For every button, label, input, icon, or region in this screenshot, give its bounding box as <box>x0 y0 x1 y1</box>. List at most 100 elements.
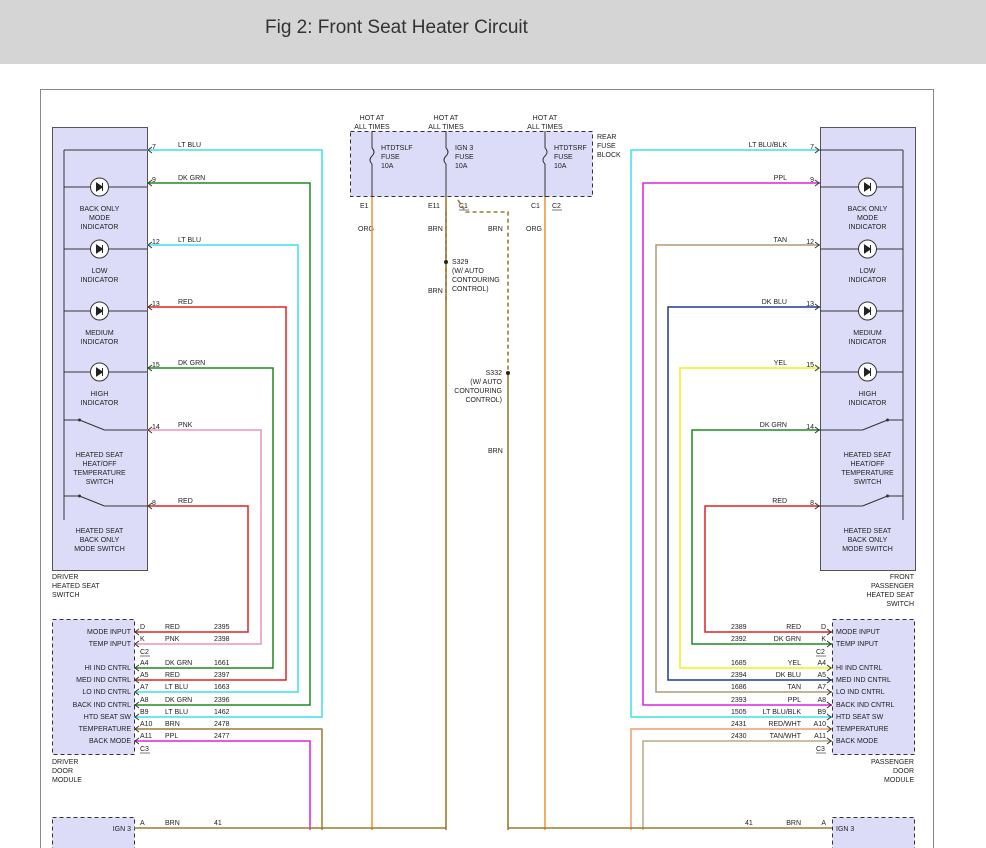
wire <box>667 306 832 681</box>
circuit-number: 1462 <box>214 709 230 716</box>
pin-arrow <box>826 676 832 684</box>
switch-arm <box>862 495 888 507</box>
splice-label: CONTROL) <box>452 286 489 293</box>
module-pin-name: MED IND CNTRL <box>836 677 891 684</box>
wire <box>679 367 832 669</box>
pin-label: A <box>821 820 826 827</box>
pin-label: A5 <box>817 672 826 679</box>
indicator-label: LOW <box>860 268 876 275</box>
module-pin-name: MODE INPUT <box>836 629 881 636</box>
wire <box>691 429 832 645</box>
pin-label: A11 <box>140 733 152 740</box>
circuit-number: 1663 <box>214 684 230 691</box>
pin-arrow <box>814 241 820 249</box>
wire-color-label: LT BLU <box>178 237 201 244</box>
module-pin-name: BACK MODE <box>836 738 878 745</box>
wire-color-label: DK BLU <box>762 299 787 306</box>
wire <box>704 505 832 633</box>
pin-arrow <box>826 640 832 648</box>
wire <box>134 182 311 706</box>
pin-label: A10 <box>814 721 827 728</box>
pin-arrow <box>826 664 832 672</box>
indicator-label: HIGH <box>859 391 877 398</box>
splice-label: CONTROL) <box>465 397 502 404</box>
hot-label: HOT AT <box>533 115 558 122</box>
wire <box>134 740 311 830</box>
pin-label: A5 <box>140 672 149 679</box>
pin-label: 15 <box>152 362 160 369</box>
pin-label: D <box>140 624 145 631</box>
pin-label: 15 <box>806 362 814 369</box>
component-name: DOOR <box>52 768 73 775</box>
wire <box>134 505 249 633</box>
switch-arm <box>862 419 888 431</box>
wire <box>134 244 299 693</box>
module-pin-name: MED IND CNTRL <box>76 677 131 684</box>
module-box <box>52 817 135 848</box>
circuit-number: 1686 <box>731 684 747 691</box>
fuse-label: 10A <box>554 163 567 170</box>
wire-color-label: BRN <box>786 820 801 827</box>
pin-arrow <box>147 241 153 249</box>
pin-arrow <box>826 628 832 636</box>
pin-arrow <box>826 713 832 721</box>
wire-auto-contour <box>457 199 509 373</box>
frame <box>40 89 934 848</box>
wire-color-label: PNK <box>165 636 180 643</box>
wire-color-label: ORG <box>358 226 374 233</box>
pin-label: C1 <box>459 203 468 210</box>
pin-arrow <box>814 426 820 434</box>
wire <box>630 728 832 830</box>
hot-label: ALL TIMES <box>428 124 464 131</box>
pin-label: 8 <box>810 500 814 507</box>
pin-label: C2 <box>552 203 561 210</box>
circuit-number: 2477 <box>214 733 230 740</box>
switch-label: BACK ONLY <box>80 537 120 544</box>
indicator-label: MODE <box>857 215 878 222</box>
pin-arrow <box>826 725 832 733</box>
wire <box>642 740 832 830</box>
switch-box <box>820 127 916 571</box>
pin-label: 12 <box>152 239 160 246</box>
indicator-diode <box>864 244 872 254</box>
module-box <box>832 817 915 848</box>
fuse-label: FUSE <box>455 154 474 161</box>
pin-label: 13 <box>806 301 814 308</box>
pin-label: A8 <box>817 697 826 704</box>
splice-label: (W/ AUTO <box>470 379 502 386</box>
circuit-number: 2396 <box>214 697 230 704</box>
module-pin-name: LO IND CNTRL <box>82 689 131 696</box>
connector-label: C3 <box>816 746 825 753</box>
indicator-diode <box>864 367 872 377</box>
splice <box>506 371 510 375</box>
module-pin-name: IGN 3 <box>836 826 854 833</box>
pin-label: 7 <box>152 144 156 151</box>
pin-label: A <box>140 820 145 827</box>
pin-arrow <box>814 364 820 372</box>
wire-color-label: DK GRN <box>178 360 205 367</box>
circuit-number: 2398 <box>214 636 230 643</box>
pin-label: E11 <box>428 203 440 210</box>
fuse-label: HTDTSRF <box>554 145 587 152</box>
indicator-label: INDICATOR <box>81 224 119 231</box>
component-name: MODULE <box>52 777 82 784</box>
module-pin-name: TEMPERATURE <box>836 726 889 733</box>
connector-label: C2 <box>140 649 149 656</box>
hot-label: ALL TIMES <box>354 124 390 131</box>
switch-label: HEATED SEAT <box>76 452 124 459</box>
circuit-number: 2393 <box>731 697 747 704</box>
circuit-number: 2392 <box>731 636 747 643</box>
wire-color-label: LT BLU <box>165 684 188 691</box>
fuse-label: FUSE <box>554 154 573 161</box>
indicator-diode <box>96 182 104 192</box>
pin-arrow <box>814 179 820 187</box>
wire <box>134 429 262 645</box>
circuit-number: 2389 <box>731 624 747 631</box>
wire-color-label: RED <box>786 624 801 631</box>
switch-label: HEATED SEAT <box>76 528 124 535</box>
wire-color-label: PNK <box>178 422 193 429</box>
fuse-label: IGN 3 <box>455 145 473 152</box>
pin-arrow <box>826 737 832 745</box>
pin-arrow <box>147 364 153 372</box>
hot-label: HOT AT <box>434 115 459 122</box>
